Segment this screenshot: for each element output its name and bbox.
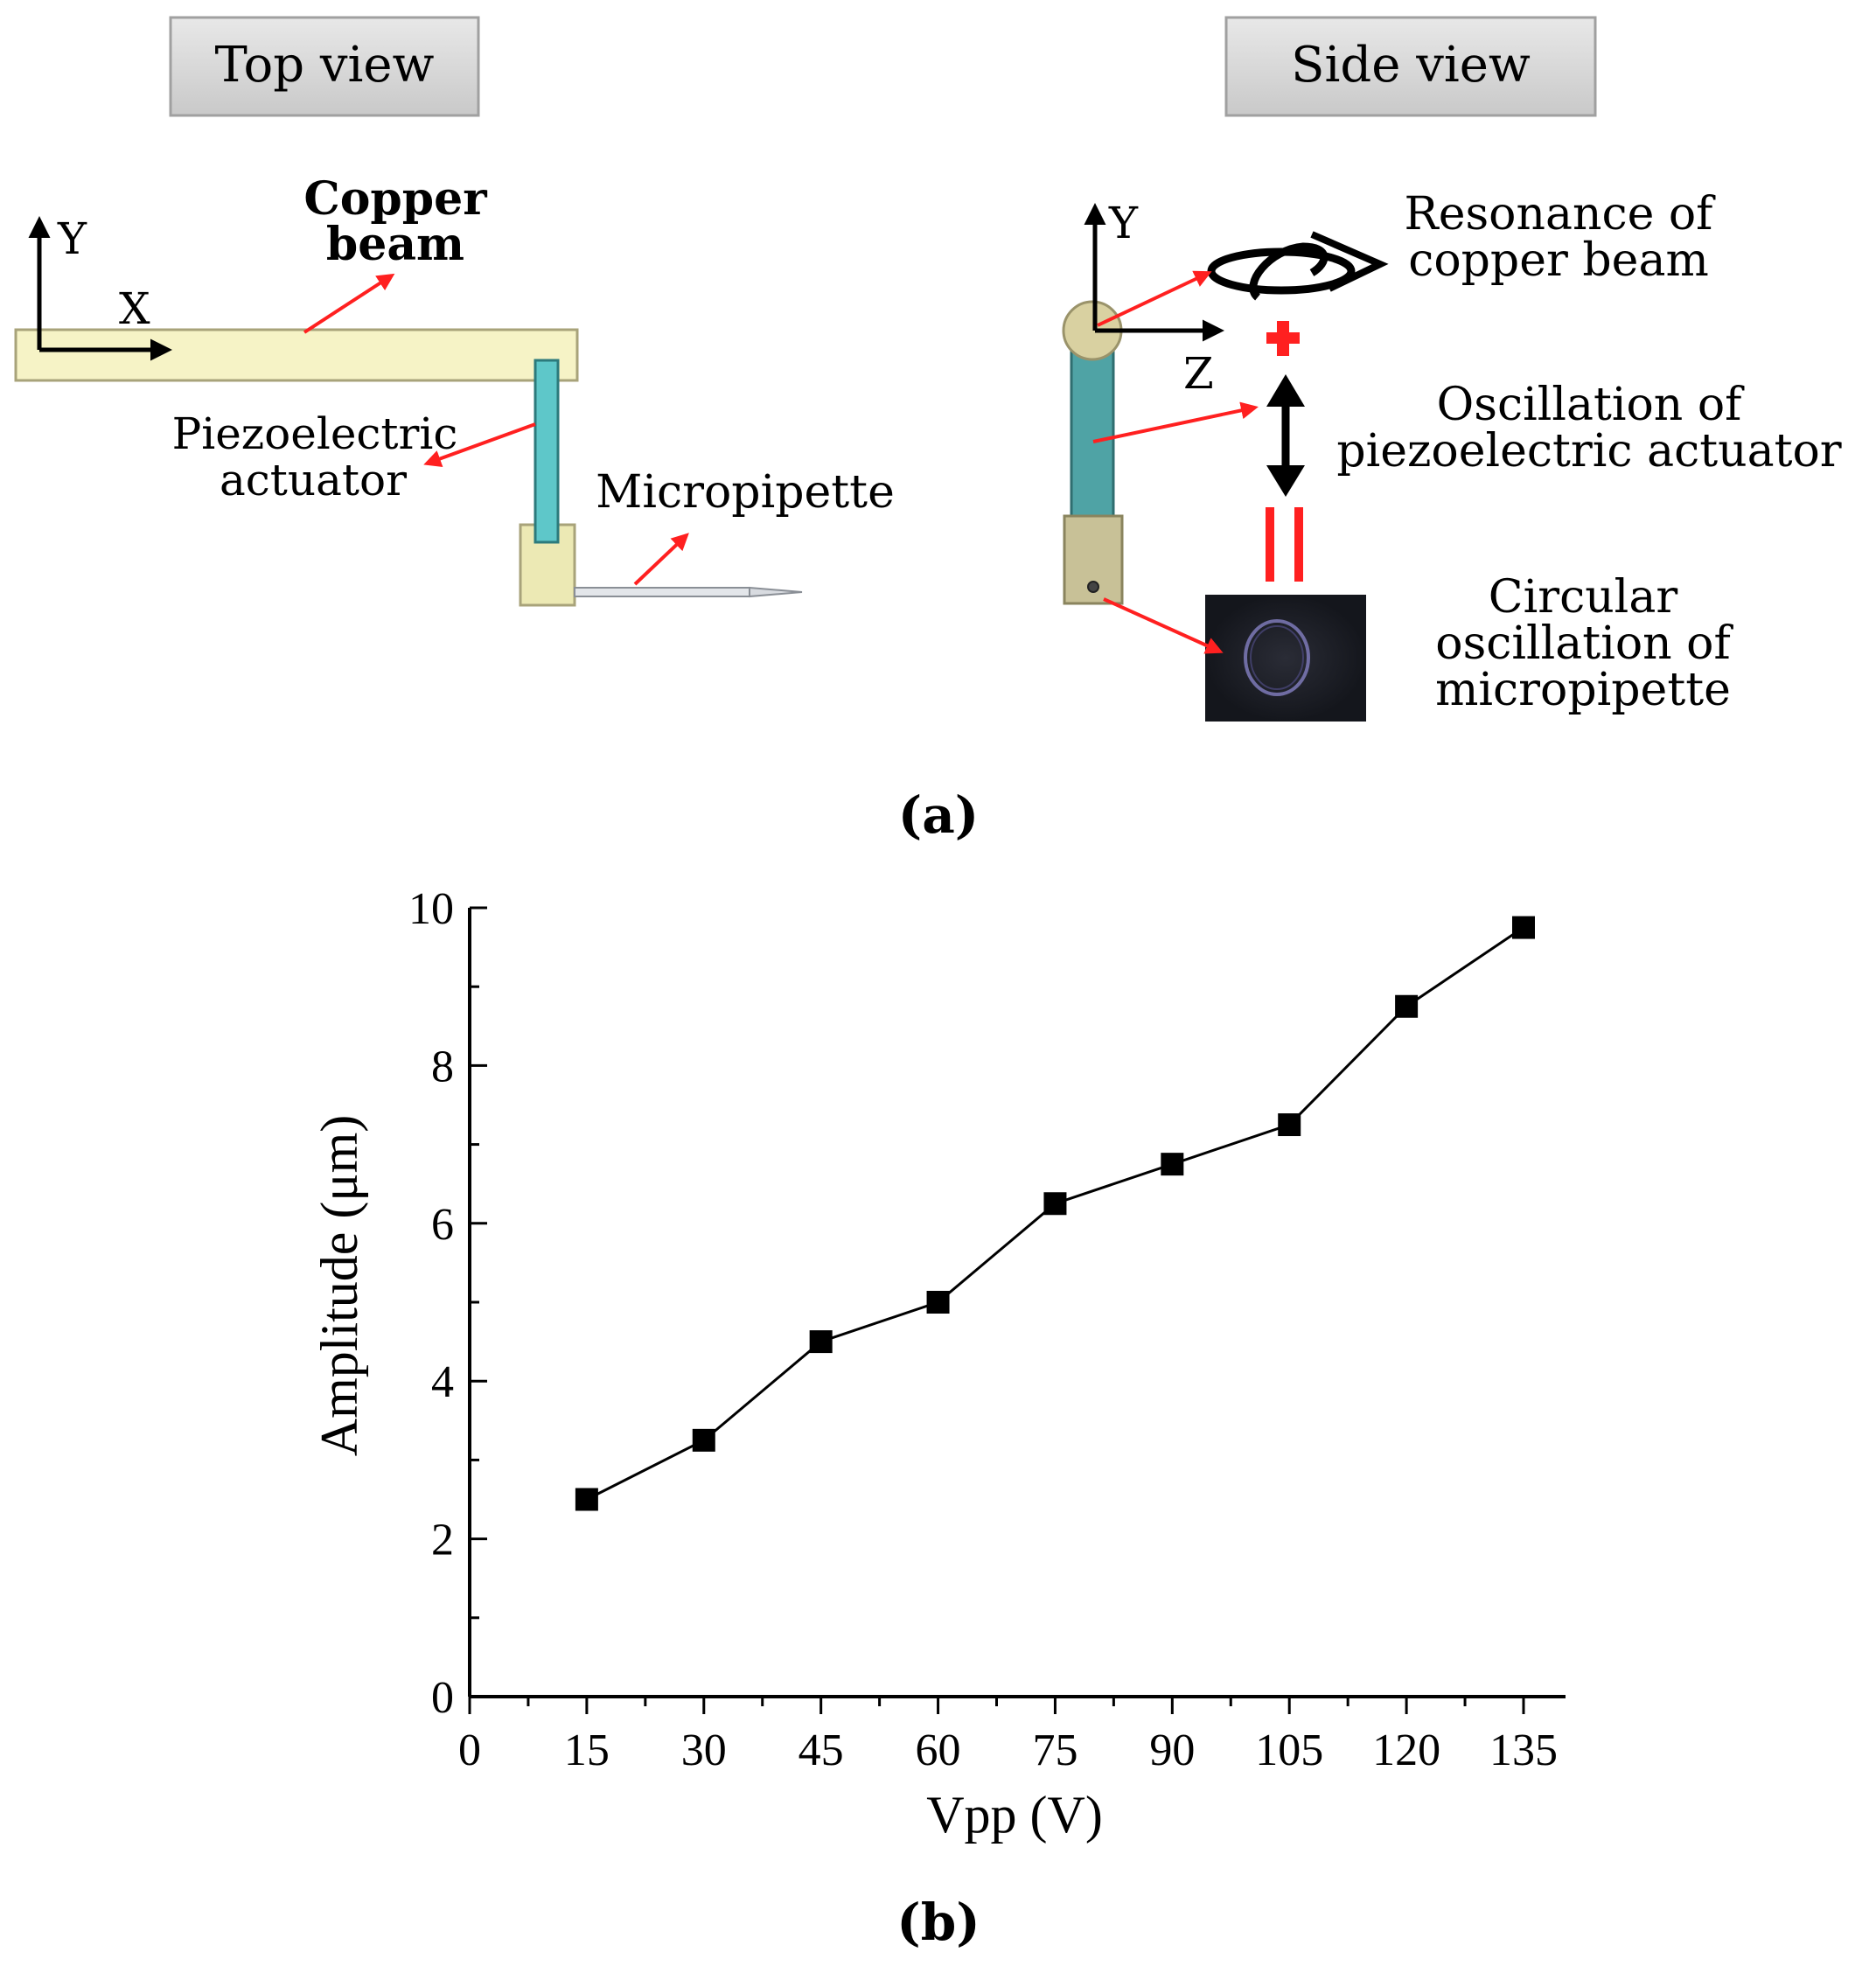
x-tick-label: 120	[1372, 1726, 1440, 1775]
holder-hole	[1087, 581, 1099, 593]
side-view-arrows	[1092, 270, 1259, 654]
axis-x-top-label: X	[119, 283, 150, 334]
equals-icon	[1266, 507, 1303, 582]
y-tick-label: 0	[431, 1673, 454, 1723]
top-view-label-box: Top view	[169, 16, 480, 117]
data-point	[1043, 1192, 1067, 1216]
chart-ticks: 0 2 4 6 8 10 0 15 30 45 60 75 90 105 120 135	[408, 884, 1558, 1775]
amplitude-chart: 0 2 4 6 8 10 0 15 30 45 60 75 90 105 120 135 Vpp (V) Am…	[310, 884, 1566, 1844]
x-tick-label: 135	[1489, 1726, 1558, 1775]
data-point	[926, 1291, 950, 1314]
side-view-axes: Y Z	[1084, 198, 1224, 399]
side-view-label-box: Side view	[1224, 16, 1597, 117]
circular-label-2: oscillation of	[1435, 617, 1733, 670]
axis-y-side-label: Y	[1108, 198, 1139, 248]
y-axis-title: Amplitude (μm)	[310, 1115, 368, 1456]
data-point	[809, 1330, 833, 1354]
piezo-label-2: actuator	[220, 455, 407, 505]
top-view-drawing: Y X Copper beam Piezoelectric actuator M…	[14, 172, 895, 607]
x-tick-label: 105	[1255, 1726, 1323, 1775]
piezo-actuator-side	[1070, 339, 1115, 526]
plus-icon	[1266, 321, 1300, 356]
y-tick-label: 4	[431, 1357, 454, 1407]
y-tick-label: 10	[408, 884, 454, 934]
panel-a: Top view Side view Y X	[14, 16, 1842, 845]
oscillation-label-2: piezoelectric actuator	[1336, 425, 1841, 478]
copper-beam-label-2: beam	[326, 218, 464, 271]
copper-beam-top	[14, 328, 579, 382]
data-point	[1161, 1153, 1184, 1176]
top-view-arrows	[303, 273, 689, 586]
circular-label-3: micropipette	[1435, 664, 1731, 716]
axis-z-side-label: Z	[1183, 348, 1214, 399]
micropipette-top	[574, 586, 803, 598]
x-tick-label: 15	[564, 1726, 610, 1775]
data-point	[1512, 916, 1535, 939]
top-view-label: Top view	[215, 37, 435, 94]
micropipette-label: Micropipette	[596, 466, 895, 519]
x-tick-label: 75	[1032, 1726, 1077, 1775]
x-axis-title: Vpp (V)	[926, 1786, 1103, 1844]
x-tick-label: 30	[681, 1726, 727, 1775]
chart-points	[575, 916, 1535, 1511]
circular-oscillation-image	[1205, 595, 1366, 722]
x-tick-label: 90	[1149, 1726, 1195, 1775]
panel-b-caption: (b)	[896, 1893, 980, 1952]
top-view-axes: Y X	[28, 213, 172, 361]
x-tick-label: 45	[799, 1726, 844, 1775]
resonance-label-1: Resonance of	[1405, 188, 1717, 241]
side-view-drawing: Y Z	[1062, 188, 1842, 722]
y-tick-label: 2	[431, 1516, 454, 1565]
y-tick-label: 8	[431, 1042, 454, 1091]
rotation-icon	[1207, 231, 1389, 301]
copper-beam-label-1: Copper	[303, 172, 487, 226]
data-point	[1278, 1113, 1301, 1137]
data-point	[575, 1488, 598, 1511]
piezo-actuator-top	[534, 359, 560, 544]
axis-y-top-label: Y	[57, 213, 87, 264]
data-point	[1395, 994, 1419, 1018]
data-point	[692, 1428, 715, 1452]
oscillation-label-1: Oscillation of	[1437, 379, 1745, 431]
double-arrow-icon	[1266, 374, 1305, 497]
side-view-label: Side view	[1291, 37, 1531, 94]
x-tick-label: 0	[458, 1726, 481, 1775]
x-tick-label: 60	[916, 1726, 961, 1775]
y-tick-label: 6	[431, 1200, 454, 1250]
piezo-label-1: Piezoelectric	[172, 408, 458, 459]
chart-axes	[468, 908, 1566, 1698]
circular-label-1: Circular	[1489, 571, 1678, 624]
panel-a-caption: (a)	[898, 785, 979, 845]
resonance-label-2: copper beam	[1408, 234, 1709, 287]
